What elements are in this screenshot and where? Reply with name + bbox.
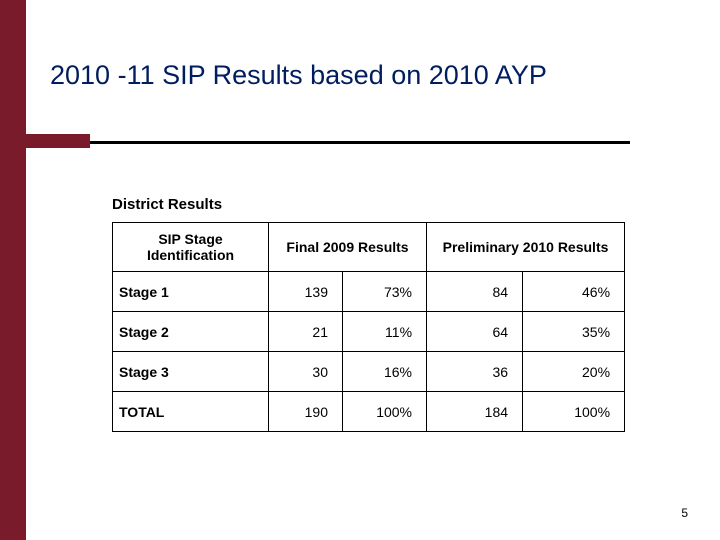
page-title: 2010 -11 SIP Results based on 2010 AYP [50, 60, 680, 91]
table-row: Stage 3 30 16% 36 20% [113, 352, 625, 392]
cell-final-pct: 16% [343, 352, 427, 392]
cell-prelim-pct: 35% [523, 312, 625, 352]
cell-prelim-pct: 100% [523, 392, 625, 432]
cell-final-pct: 100% [343, 392, 427, 432]
row-label: Stage 3 [113, 352, 269, 392]
table-row-total: TOTAL 190 100% 184 100% [113, 392, 625, 432]
table-row: Stage 2 21 11% 64 35% [113, 312, 625, 352]
cell-prelim-n: 184 [427, 392, 523, 432]
cell-prelim-n: 36 [427, 352, 523, 392]
header-sip-stage: SIP Stage Identification [113, 223, 269, 272]
accent-box [26, 134, 90, 148]
table-header-row: SIP Stage Identification Final 2009 Resu… [113, 223, 625, 272]
results-table: SIP Stage Identification Final 2009 Resu… [112, 222, 625, 432]
page-number: 5 [681, 506, 688, 520]
row-label: Stage 1 [113, 272, 269, 312]
cell-final-pct: 73% [343, 272, 427, 312]
cell-prelim-pct: 20% [523, 352, 625, 392]
left-accent-bar [0, 0, 26, 540]
cell-prelim-pct: 46% [523, 272, 625, 312]
cell-final-n: 139 [269, 272, 343, 312]
header-final-2009: Final 2009 Results [269, 223, 427, 272]
cell-final-n: 21 [269, 312, 343, 352]
cell-final-pct: 11% [343, 312, 427, 352]
table-caption: District Results [112, 196, 222, 213]
row-label: TOTAL [113, 392, 269, 432]
cell-final-n: 190 [269, 392, 343, 432]
row-label: Stage 2 [113, 312, 269, 352]
table-row: Stage 1 139 73% 84 46% [113, 272, 625, 312]
cell-prelim-n: 64 [427, 312, 523, 352]
cell-prelim-n: 84 [427, 272, 523, 312]
header-prelim-2010: Preliminary 2010 Results [427, 223, 625, 272]
title-divider [50, 141, 630, 144]
cell-final-n: 30 [269, 352, 343, 392]
